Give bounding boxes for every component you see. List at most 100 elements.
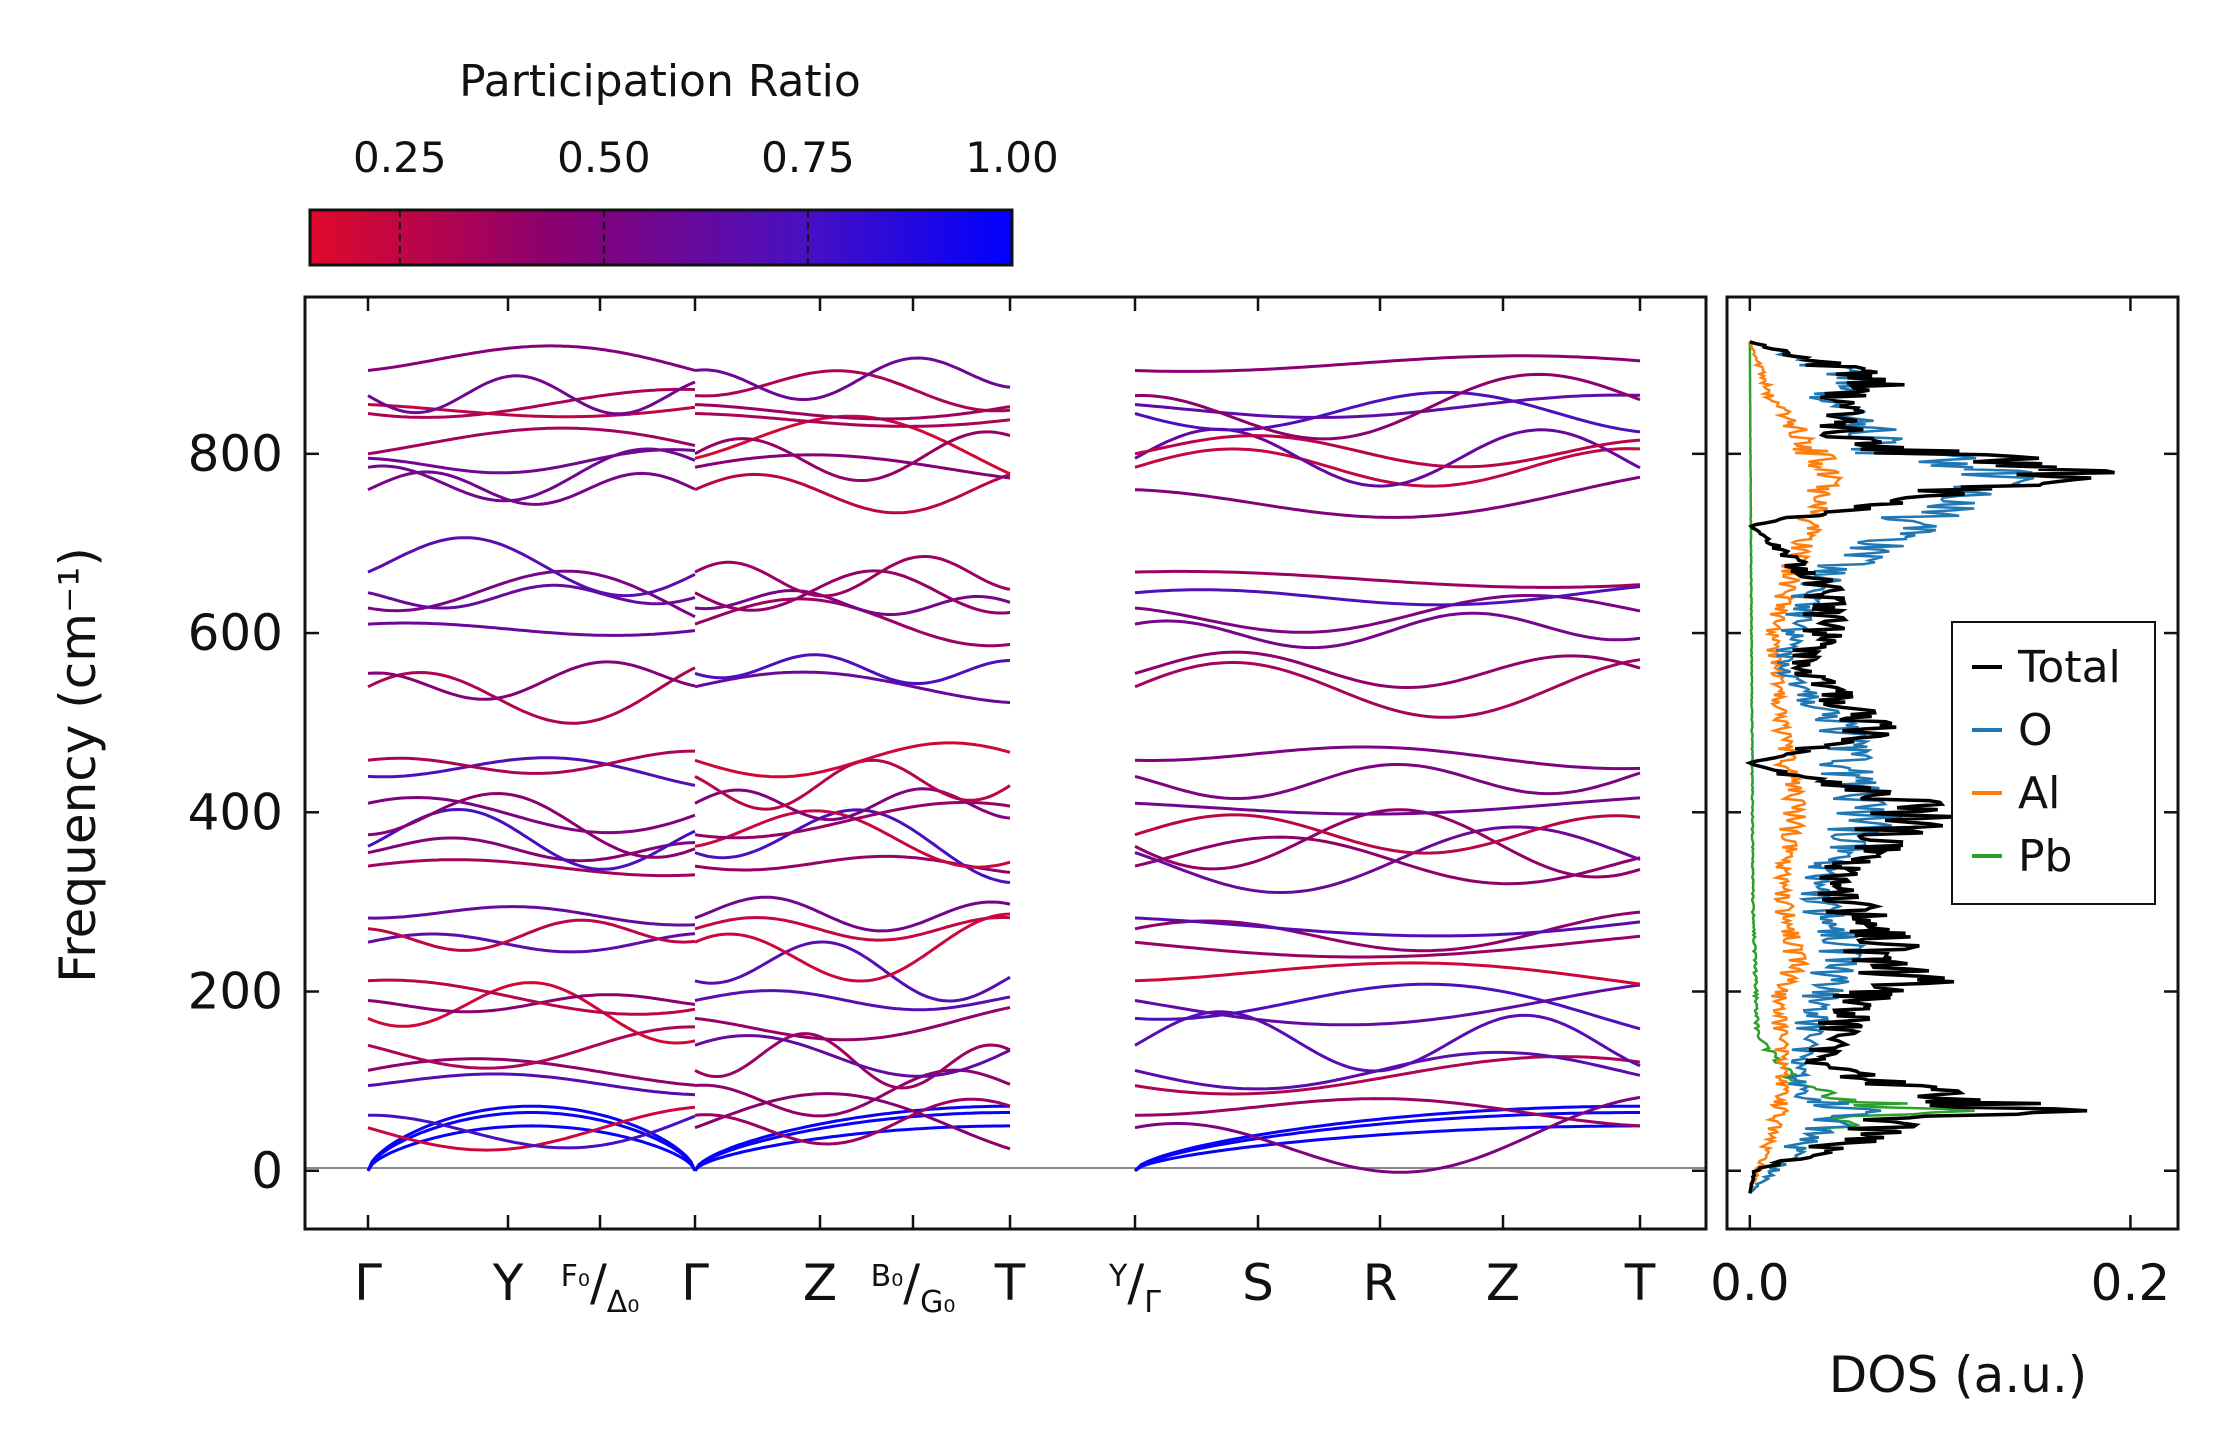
band-line: [1134, 1111, 1640, 1172]
colorbar-frame: [308, 208, 1014, 267]
band-line: [367, 470, 696, 506]
band-line: [1134, 585, 1641, 607]
band-line: [693, 1124, 1010, 1172]
band-line: [1134, 434, 1641, 469]
band-line: [1134, 910, 1641, 953]
legend: Total O Al Pb: [1951, 621, 2156, 905]
band-line: [1134, 650, 1641, 690]
band-line: [1134, 835, 1641, 886]
colorbar-tick-label: 0.50: [557, 133, 651, 182]
band-line: [694, 653, 1011, 685]
band-line: [1134, 745, 1641, 771]
legend-label-al: Al: [2018, 768, 2060, 819]
band-line: [367, 583, 696, 610]
x-tick-label: R: [1363, 1254, 1398, 1312]
band-line: [1133, 1104, 1640, 1172]
band-line: [1134, 763, 1641, 801]
band-line: [694, 356, 1011, 401]
band-line: [367, 569, 696, 619]
y-tick-label: 600: [188, 604, 283, 662]
band-line: [1134, 983, 1641, 1027]
band-line: [366, 1124, 697, 1172]
band-line: [694, 895, 1011, 933]
band-line: [367, 905, 696, 927]
x-axis-label-dos: DOS (a.u.): [1829, 1346, 2088, 1404]
band-line: [694, 670, 1011, 705]
colorbar-title: Participation Ratio: [459, 56, 861, 107]
band-line: [694, 1006, 1011, 1042]
band-line: [1134, 961, 1641, 986]
band-line: [367, 756, 696, 787]
x-tick-label: S: [1242, 1254, 1274, 1312]
x-tick-label: Γ: [354, 1254, 382, 1312]
band-line: [694, 369, 1011, 413]
band-line: [1135, 1097, 1641, 1128]
y-tick-label: 200: [188, 963, 283, 1021]
band-line: [694, 808, 1011, 884]
band-line: [367, 374, 696, 416]
band-line: [367, 836, 696, 863]
band-line: [694, 741, 1011, 779]
dos-panel: 0.0 0.2 DOS (a.u.) Total O Al Pb: [1710, 295, 2180, 1404]
band-line: [694, 989, 1011, 1012]
band-line: [1134, 808, 1641, 879]
band-line: [1134, 611, 1641, 650]
band-line: [1134, 447, 1641, 488]
colorbar-tick-label: 0.25: [353, 133, 447, 182]
band-line: [694, 412, 1011, 428]
band-line: [1134, 569, 1641, 589]
y-tick-label: 800: [188, 425, 283, 483]
band-line: [694, 1032, 1011, 1090]
band-line: [1134, 658, 1641, 719]
band-line: [1134, 825, 1641, 895]
band-line: [367, 387, 696, 419]
band-line: [1134, 1095, 1641, 1174]
band-line: [367, 918, 696, 952]
band-line: [1134, 1010, 1641, 1073]
legend-label-pb: Pb: [2018, 831, 2072, 882]
band-line: [367, 978, 696, 1016]
band-line: [694, 403, 1011, 421]
x-tick-label: Γ: [681, 1254, 709, 1312]
legend-label-o: O: [2018, 705, 2053, 756]
band-line: [694, 1034, 1011, 1078]
dos-curve-total: [1744, 340, 2115, 1194]
x-tick-label: T: [1624, 1254, 1656, 1312]
band-line: [367, 795, 696, 835]
legend-label-total: Total: [2017, 642, 2121, 693]
colorbar-tick-label: 1.00: [965, 133, 1059, 182]
colorbar: Participation Ratio 0.25 0.50 0.75 1.00: [308, 56, 1059, 267]
band-line: [367, 447, 696, 503]
band-line: [367, 981, 696, 1045]
band-line: [694, 430, 1011, 482]
dos-panel-frame: [1725, 295, 2180, 1231]
band-line: [693, 1111, 1010, 1172]
x-tick-label: Z: [1486, 1254, 1520, 1312]
band-line: [367, 666, 696, 725]
band-line: [694, 472, 1011, 515]
dos-curve-al: [1748, 341, 1844, 1194]
band-line: [694, 555, 1011, 598]
band-line: [1134, 813, 1641, 855]
band-line: [368, 1113, 696, 1150]
dos-curve-pb: [1748, 341, 1975, 1195]
x-tick-label: Z: [803, 1254, 837, 1312]
band-line: [1134, 796, 1641, 816]
band-line: [367, 344, 696, 372]
band-line: [1134, 354, 1641, 373]
band-line: [1134, 934, 1641, 959]
band-line: [367, 858, 696, 878]
x-tick-label: F₀/Δ₀: [561, 1254, 640, 1320]
band-line: [367, 660, 696, 701]
x-tick-label: Y/Γ: [1108, 1254, 1161, 1320]
band-line: [366, 1111, 697, 1172]
y-tick-label: 0: [251, 1142, 283, 1200]
y-axis-label: Frequency (cm⁻¹): [49, 547, 107, 983]
dos-x-tick-label: 0.2: [2091, 1254, 2171, 1312]
band-line: [1134, 475, 1641, 519]
x-tick-label: T: [994, 1254, 1026, 1312]
band-line: [367, 621, 696, 637]
band-line: [694, 569, 1011, 615]
dos-x-tick-label: 0.0: [1710, 1254, 1790, 1312]
colorbar-gradient: [310, 210, 1012, 265]
